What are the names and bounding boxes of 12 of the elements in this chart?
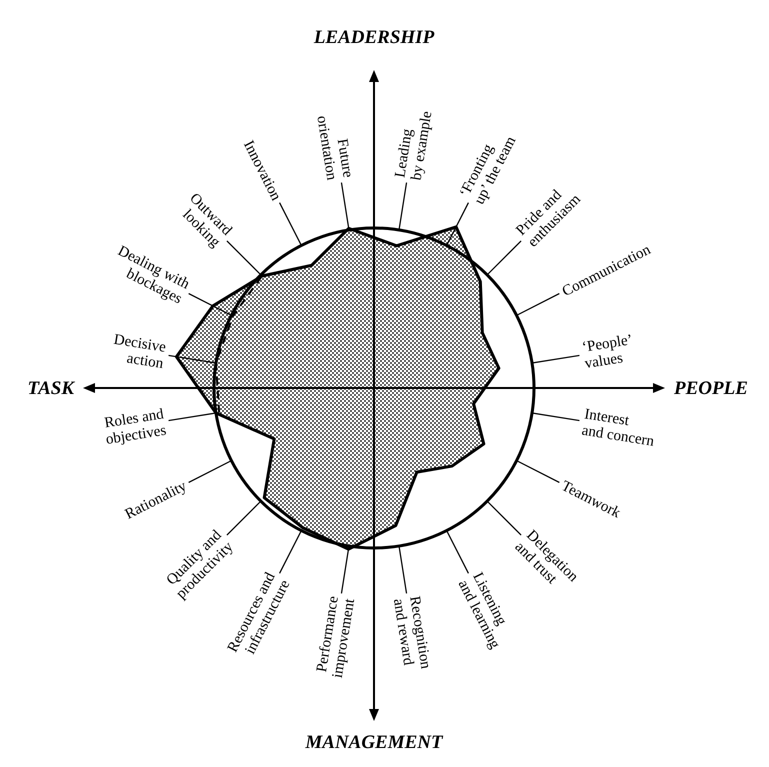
text: LEADERSHIP [312,27,435,48]
spoke-label: Recognition and reward [390,595,434,670]
spoke-label: Leading by example [392,110,436,182]
spoke-label: ‘People’ values [581,332,634,372]
spoke-label: Future orientation [313,114,356,182]
spoke-label: Interest and concern [580,406,656,450]
text: PEOPLE [673,378,748,399]
text: MANAGEMENT [304,732,444,753]
spoke-label: Roles and objectives [103,406,168,448]
spoke-label: Decisive action [112,332,168,372]
text: TASK [28,378,76,399]
spoke-label: Performance improvement [314,594,358,680]
